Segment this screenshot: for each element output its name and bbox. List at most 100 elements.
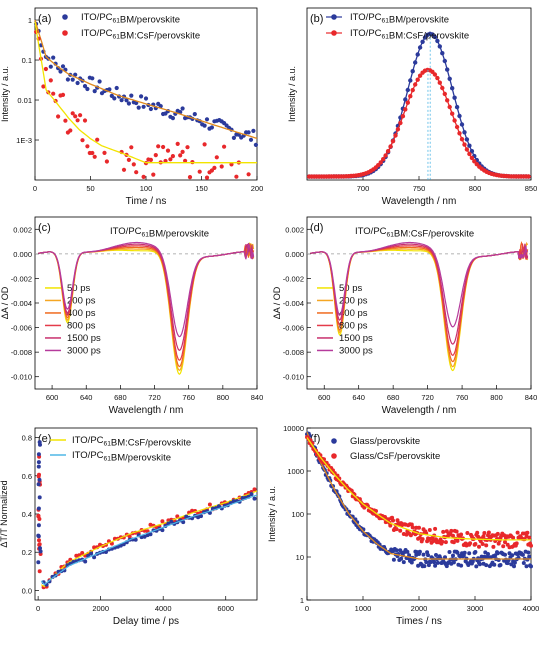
data-point [432,560,437,565]
data-point [160,528,165,533]
data-point [202,123,207,128]
fit-curve [306,437,531,541]
data-point [36,460,41,465]
data-point [480,542,485,546]
data-point [512,564,516,569]
y-axis-label: ΔA / OD [272,286,282,319]
y-tick-label: 0.0 [22,586,32,595]
data-point [80,138,85,143]
data-point [511,535,516,540]
data-point [435,560,440,565]
data-point [464,147,470,152]
data-point [459,137,465,142]
data-point [433,526,438,531]
data-point [180,149,185,154]
data-point [454,124,460,130]
data-point [521,561,526,565]
data-point [216,504,221,509]
data-point [124,98,129,103]
data-point [51,91,56,96]
x-tick-label: 840 [251,393,264,402]
panel-title: ITO/PC61BM:CsF/perovskite [355,226,474,240]
data-point [63,118,68,123]
data-point [388,144,393,149]
data-point [134,100,139,106]
data-point [451,553,455,558]
y-tick-label: -0.010 [11,373,32,382]
x-tick-label: 150 [195,184,208,193]
x-tick-label: 750 [413,184,426,193]
data-point [498,563,503,567]
data-point [405,87,410,93]
data-point [142,534,147,539]
data-point [442,58,447,64]
data-point [440,539,445,544]
x-tick-label: 4000 [523,604,540,613]
legend-marker [331,453,337,459]
data-point [104,159,109,164]
panel-c: (c) Wavelength / nm ΔA / OD 600 640 680 720 760… [0,216,264,416]
legend-label: 800 ps [67,320,96,331]
data-point [139,94,144,99]
data-point [481,534,486,539]
data-point [510,553,515,558]
data-point [413,82,418,87]
data-point [92,89,97,94]
series-line [307,69,531,178]
data-point [394,527,399,532]
panel-label: (a) [38,13,51,25]
data-point [452,118,457,123]
data-point [90,76,95,81]
data-point [393,133,398,138]
panel-label: (d) [310,222,323,234]
data-point [520,552,525,557]
data-point [445,98,450,103]
y-tick-label: 1 [300,596,304,605]
data-point [390,139,396,144]
data-point [433,563,438,568]
y-axis-label: Intensity / a.u. [267,486,277,542]
x-tick-label: 680 [114,393,127,402]
data-point [107,87,112,92]
y-tick-label: 10 [296,553,304,562]
y-tick-label: 0.2 [22,548,32,557]
data-point [251,128,256,133]
x-axis-label: Wavelength / nm [382,405,457,416]
data-point [95,137,100,142]
data-point [148,106,153,112]
data-point [151,172,156,177]
legend-label: ITO/PC61BM:CsF/perovskite [72,435,191,449]
data-point [180,106,185,111]
data-point [457,131,462,136]
data-point [36,482,41,487]
data-point [472,159,477,164]
x-tick-label: 800 [217,393,230,402]
data-point [477,562,482,567]
data-point [383,153,388,158]
data-point [434,553,438,557]
data-point [37,538,41,543]
legend-label: ITO/PC61BM:CsF/perovskite [350,28,469,42]
data-point [459,122,465,127]
y-tick-label: -0.008 [11,348,32,357]
data-point [495,551,500,556]
data-point [422,564,427,569]
data-point [92,555,97,560]
y-tick-label: 0.002 [285,225,304,234]
data-point [391,518,395,523]
data-point [376,163,381,168]
data-point [75,80,80,86]
data-point [432,34,438,40]
data-point [468,541,473,546]
data-point [148,522,153,527]
data-point [165,148,171,153]
data-point [148,532,153,537]
data-point [38,546,42,551]
fit-curve [306,431,531,560]
data-point [427,528,432,532]
data-point [451,540,456,545]
data-point [469,155,475,161]
legend-label: Glass/perovskite [350,436,420,447]
data-point [143,96,149,101]
x-tick-label: 2000 [92,604,109,613]
